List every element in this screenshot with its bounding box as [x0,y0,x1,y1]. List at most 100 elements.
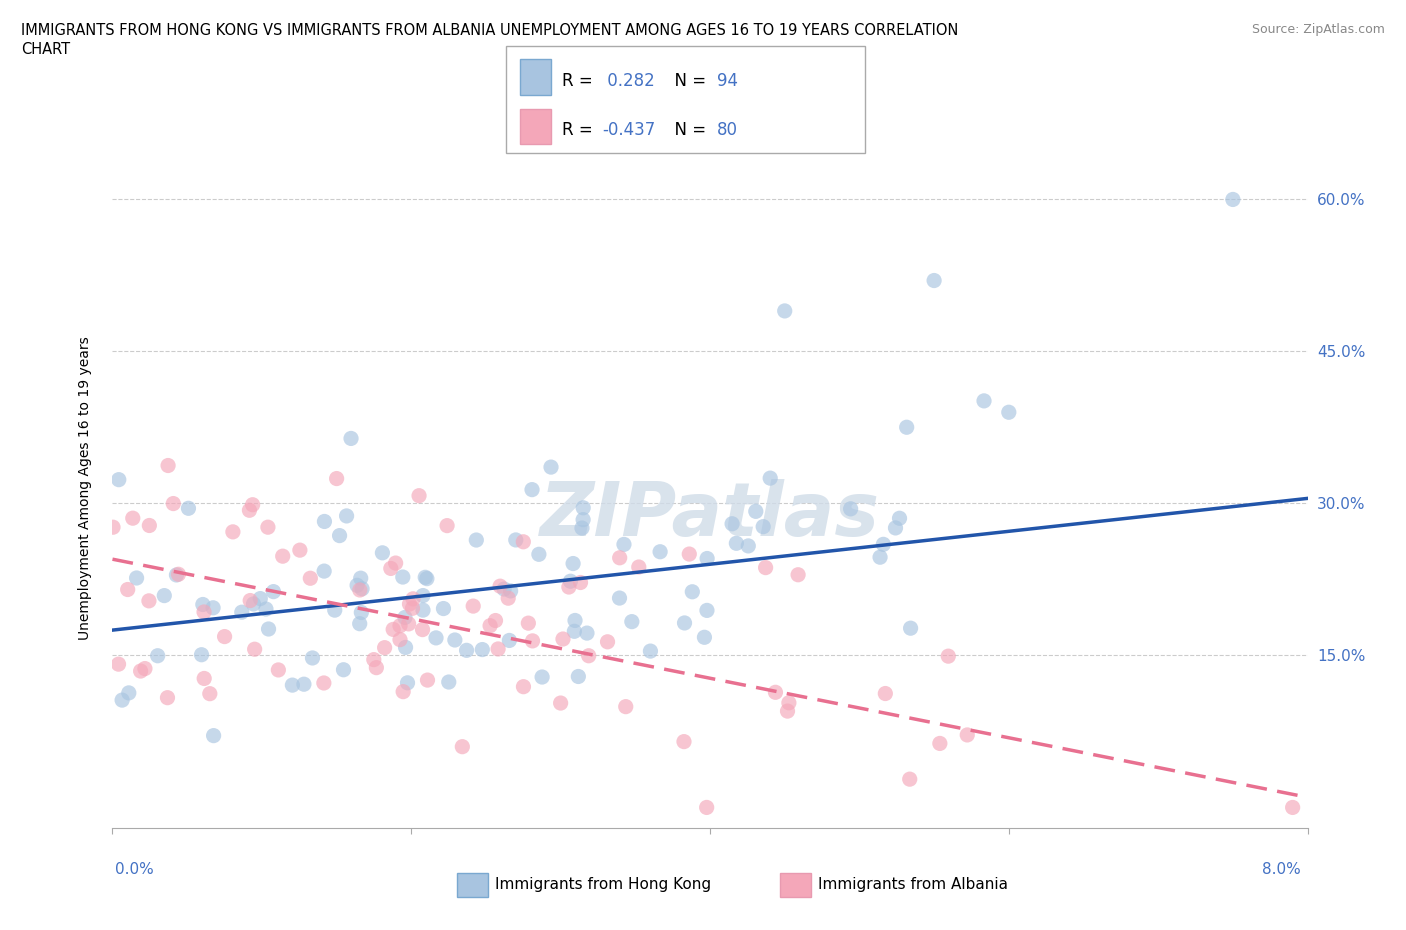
Point [242,498,264,512]
Point [1281,800,1303,815]
Point [484,613,506,628]
Point [456,643,478,658]
Point [394,610,416,625]
Text: ZIPatlas: ZIPatlas [540,479,880,551]
Point [267,662,290,677]
Point [956,727,979,742]
Point [673,616,696,631]
Point [778,696,800,711]
Point [198,686,221,701]
Point [640,644,662,658]
Point [238,503,260,518]
Point [401,601,423,616]
Point [569,575,592,590]
Point [413,570,436,585]
Point [725,536,748,551]
Point [416,571,439,586]
Text: 8.0%: 8.0% [1261,862,1301,877]
Point [402,591,425,606]
Point [382,622,405,637]
Point [575,626,598,641]
Point [564,613,586,628]
Point [107,472,129,487]
Point [489,578,512,593]
Point [332,662,354,677]
Point [471,642,494,657]
Point [759,471,782,485]
Point [288,543,311,558]
Text: Immigrants from Hong Kong: Immigrants from Hong Kong [495,877,711,892]
Point [520,482,543,497]
Point [922,273,945,288]
Point [389,618,412,633]
Point [254,602,277,617]
Point [165,567,187,582]
Point [391,569,413,584]
Point [936,649,959,664]
Text: R =: R = [562,121,599,139]
Point [239,593,262,608]
Point [350,571,373,586]
Point [609,591,631,605]
Point [242,596,264,611]
Y-axis label: Unemployment Among Ages 16 to 19 years: Unemployment Among Ages 16 to 19 years [77,337,91,640]
Point [437,674,460,689]
Point [527,547,550,562]
Point [416,672,439,687]
Point [117,582,139,597]
Point [146,648,169,663]
Point [696,800,718,815]
Point [412,588,434,603]
Point [340,431,363,445]
Point [776,704,799,719]
Point [609,551,631,565]
Point [336,509,359,524]
Text: 94: 94 [717,72,738,89]
Point [486,642,509,657]
Point [875,686,897,701]
Text: N =: N = [664,72,711,89]
Point [121,511,143,525]
Point [696,551,718,566]
Point [578,648,600,663]
Point [271,549,294,564]
Point [550,696,572,711]
Point [672,734,695,749]
Point [257,621,280,636]
Point [627,560,650,575]
Point [249,591,271,606]
Point [177,501,200,516]
Point [463,599,485,614]
Point [125,570,148,585]
Point [329,528,352,543]
Point [398,596,420,611]
Point [681,584,703,599]
Point [366,660,388,675]
Point [505,533,527,548]
Point [301,650,323,665]
Point [765,684,787,699]
Point [745,504,768,519]
Point [512,535,534,550]
Point [678,547,700,562]
Point [314,514,336,529]
Point [432,601,454,616]
Point [257,520,280,535]
Point [323,603,346,618]
Point [190,647,212,662]
Point [222,525,245,539]
Point [693,630,716,644]
Point [572,512,595,527]
Point [157,458,180,473]
Point [214,629,236,644]
Point [312,675,335,690]
Point [425,631,447,645]
Point [138,593,160,608]
Point [562,556,585,571]
Point [346,578,368,592]
Point [898,772,921,787]
Point [900,620,922,635]
Point [111,693,134,708]
Point [202,601,225,616]
Point [869,550,891,565]
